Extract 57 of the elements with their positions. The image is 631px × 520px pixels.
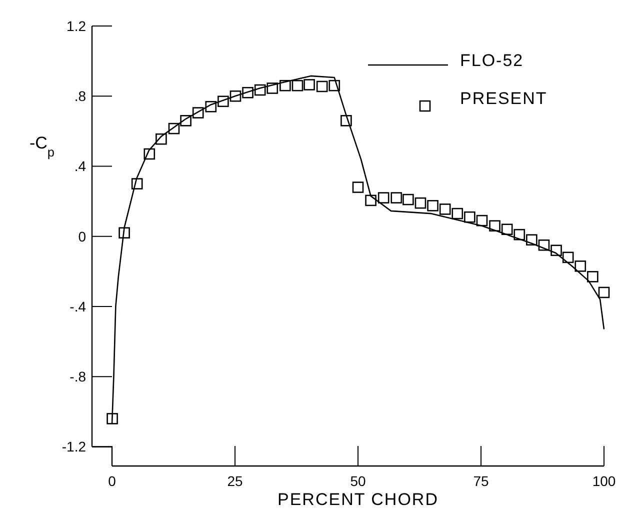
point [574,260,586,272]
point [328,80,340,92]
point [562,252,574,264]
point [280,80,291,92]
point [168,122,180,134]
point [501,224,513,235]
point [538,239,550,251]
point [106,413,118,424]
point [587,271,598,282]
x-tick-label: 75 [473,473,489,489]
y-tick-label: .4 [74,158,86,174]
y-tick-label: -.8 [70,368,86,384]
point [192,107,204,118]
y-tick-label: 1.2 [66,18,86,34]
legend-label: FLO-52 [460,50,524,70]
legend-label: PRESENT [460,88,548,108]
y-tick-label: -.4 [70,298,86,314]
point [230,90,242,102]
y-axis-title: -C$_{p}$ [29,134,55,160]
point [340,115,352,126]
point [476,214,488,226]
point [156,133,167,145]
point [242,86,254,98]
x-tick-label: 25 [227,473,243,489]
point [550,244,562,256]
point [489,220,500,232]
point [390,192,402,204]
point [118,227,130,239]
point [218,96,229,108]
x-tick-label: 0 [108,473,116,489]
y-tick-label: -1.2 [62,438,86,455]
x-tick-label: 100 [592,473,616,489]
y-tick-label: 0 [78,228,86,244]
point [254,84,266,96]
point [526,234,538,246]
y-tick-label: .8 [74,88,86,104]
point [452,208,464,220]
point [427,200,438,212]
point [402,194,414,206]
point [514,228,526,240]
point [316,80,328,92]
point [292,80,304,92]
point [304,79,315,90]
point [205,100,217,112]
point [414,197,426,209]
point [464,211,476,223]
point [266,82,278,94]
point [378,192,390,204]
point [365,194,376,206]
point [131,178,143,190]
x-axis-title: PERCENT CHORD [278,490,438,509]
point [144,148,156,160]
point [352,182,364,193]
point [598,286,610,298]
point [180,115,192,126]
point [439,204,451,215]
x-tick-label: 50 [350,473,366,489]
